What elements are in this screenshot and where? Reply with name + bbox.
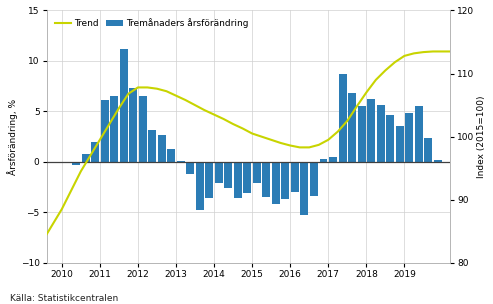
Bar [186,162,194,174]
Bar [234,162,242,198]
Bar [148,130,156,162]
Y-axis label: Index (2015=100): Index (2015=100) [477,95,486,178]
Bar [319,159,327,162]
Bar [91,142,99,162]
Bar [339,74,347,162]
Bar [396,126,404,162]
Bar [386,116,394,162]
Y-axis label: Årsförändring, %: Årsförändring, % [7,98,18,175]
Bar [357,106,366,162]
Bar [415,106,423,162]
Bar [424,138,432,162]
Legend: Trend, Tremånaders årsförändring: Trend, Tremånaders årsförändring [51,15,252,32]
Bar [282,162,289,199]
Bar [300,162,309,216]
Bar [405,113,413,162]
Bar [434,160,442,162]
Bar [167,149,175,162]
Bar [177,161,185,162]
Bar [262,162,270,197]
Bar [110,96,118,162]
Bar [272,162,280,204]
Bar [253,162,261,183]
Bar [158,135,166,162]
Bar [120,49,128,162]
Bar [377,105,385,162]
Bar [244,162,251,193]
Bar [310,162,318,196]
Bar [139,96,146,162]
Bar [129,88,137,162]
Bar [367,99,375,162]
Text: Källa: Statistikcentralen: Källa: Statistikcentralen [10,294,118,303]
Bar [72,162,80,165]
Bar [215,162,223,183]
Bar [291,162,299,192]
Bar [348,93,356,162]
Bar [101,100,108,162]
Bar [81,154,90,162]
Bar [224,162,232,188]
Bar [196,162,204,210]
Bar [205,162,213,198]
Bar [329,157,337,162]
